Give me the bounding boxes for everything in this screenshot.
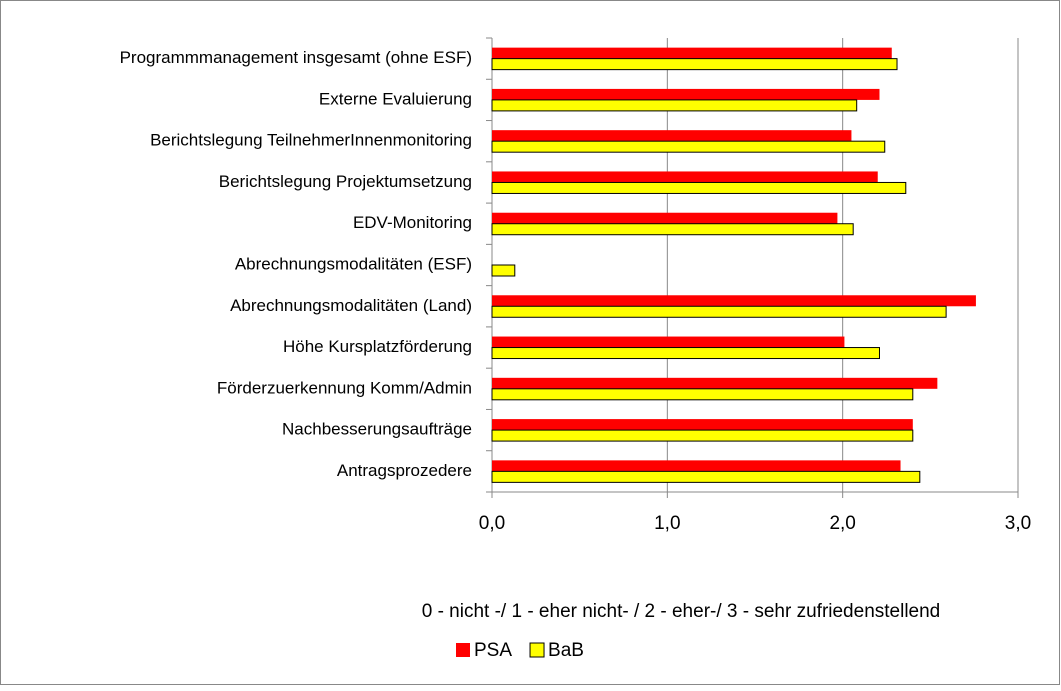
x-tick-label: 0,0 bbox=[479, 513, 505, 534]
bar bbox=[492, 88, 880, 100]
y-tick-label: Höhe Kursplatzförderung bbox=[283, 337, 472, 356]
bar bbox=[492, 212, 838, 224]
y-tick-label: Abrechnungsmodalitäten (Land) bbox=[230, 296, 472, 315]
bar bbox=[491, 264, 516, 277]
y-tick-label: Förderzuerkennung Komm/Admin bbox=[217, 378, 472, 397]
bar bbox=[491, 140, 886, 153]
y-tick-label: Abrechnungsmodalitäten (ESF) bbox=[235, 254, 472, 273]
bar bbox=[492, 47, 892, 59]
legend-label: BaB bbox=[548, 640, 584, 661]
legend-swatch bbox=[529, 642, 545, 658]
bar bbox=[492, 419, 913, 431]
legend-label: PSA bbox=[474, 640, 512, 661]
bar bbox=[492, 460, 901, 472]
y-tick-label: Berichtslegung Projektumsetzung bbox=[219, 172, 472, 191]
bar bbox=[492, 336, 845, 348]
bar bbox=[491, 181, 907, 194]
x-axis-label: 0 - nicht -/ 1 - eher nicht- / 2 - eher-… bbox=[422, 601, 941, 622]
y-tick-label: Nachbesserungsaufträge bbox=[282, 420, 472, 439]
bar bbox=[491, 470, 921, 483]
legend-swatch bbox=[456, 643, 470, 657]
y-tick-label: Berichtslegung TeilnehmerInnenmonitoring bbox=[150, 131, 472, 150]
bar bbox=[491, 223, 854, 236]
bar bbox=[491, 388, 914, 401]
bar bbox=[491, 347, 880, 360]
bar bbox=[491, 305, 947, 318]
bar bbox=[491, 99, 858, 112]
y-tick-label: Programmmanagement insgesamt (ohne ESF) bbox=[120, 48, 472, 67]
x-tick-label: 1,0 bbox=[654, 513, 680, 534]
y-tick-label: Externe Evaluierung bbox=[319, 89, 472, 108]
x-tick-label: 3,0 bbox=[1005, 513, 1031, 534]
y-tick-label: EDV-Monitoring bbox=[353, 213, 472, 232]
bar bbox=[492, 130, 852, 142]
y-tick-label: Antragsprozedere bbox=[337, 461, 472, 480]
x-tick-label: 2,0 bbox=[829, 513, 855, 534]
bar bbox=[492, 377, 938, 389]
bar bbox=[492, 171, 878, 183]
bar bbox=[491, 58, 898, 71]
bar bbox=[492, 295, 976, 307]
bar bbox=[491, 429, 914, 442]
